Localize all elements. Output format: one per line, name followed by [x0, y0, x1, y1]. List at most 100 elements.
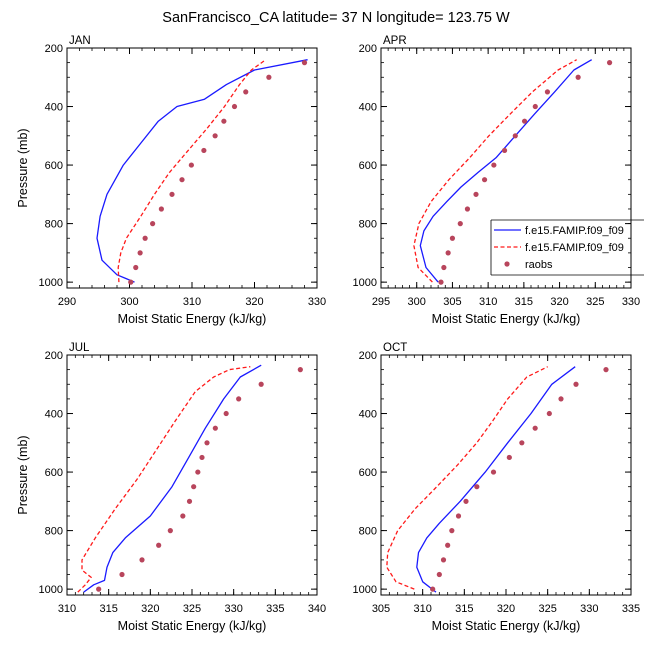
x-tick-label: 295 [372, 296, 390, 308]
y-axis-label: Pressure (mb) [16, 435, 30, 514]
panel-apr: 295 300 305 310 315 320 325 330 200 400 600 800 1000… [353, 35, 641, 326]
series-line-dashed [413, 59, 578, 283]
raobs-marker [158, 206, 164, 212]
x-tick-label: 320 [141, 603, 159, 615]
raobs-marker [188, 162, 194, 168]
raobs-marker [150, 221, 156, 227]
y-tick-label: 200 [359, 350, 377, 362]
raobs-marker [573, 381, 579, 387]
raobs-marker [532, 103, 538, 110]
raobs-marker [179, 177, 185, 183]
raobs-marker [474, 484, 480, 490]
raobs-marker [441, 264, 447, 271]
raobs-marker [455, 513, 462, 519]
y-tick-label: 800 [45, 219, 63, 231]
y-tick-label: 400 [359, 409, 377, 421]
legend-entry-label: f.e15.FAMIP.f09_f09 [525, 225, 624, 237]
panel-label: JAN [69, 35, 91, 47]
x-tick-label: 310 [183, 296, 201, 308]
raobs-marker [463, 498, 469, 504]
raobs-marker [603, 367, 609, 373]
raobs-marker [137, 250, 143, 256]
y-tick-label: 600 [45, 160, 63, 172]
x-tick-label: 305 [372, 603, 390, 615]
x-tick-label: 320 [497, 603, 515, 615]
raobs-marker [221, 118, 227, 124]
raobs-marker [231, 103, 238, 110]
y-tick-label: 1000 [39, 277, 63, 289]
x-tick-label: 290 [58, 296, 76, 308]
raobs-marker [212, 425, 218, 431]
raobs-marker [258, 381, 264, 387]
y-tick-label: 1000 [39, 584, 63, 596]
x-tick-label: 340 [308, 603, 326, 615]
raobs-marker [201, 147, 207, 154]
panel-label: OCT [383, 342, 407, 354]
raobs-marker [297, 367, 303, 373]
x-tick-label: 310 [58, 603, 76, 615]
raobs-marker [544, 89, 551, 95]
x-axis-label: Moist Static Energy (kJ/kg) [432, 312, 581, 326]
plot-frame [380, 354, 632, 596]
raobs-marker [606, 60, 613, 66]
figure-title: SanFrancisco_CA latitude= 37 N longitude… [162, 10, 510, 26]
legend: f.e15.FAMIP.f09_f09 f.e15.FAMIP.f09_f09ra… [490, 219, 644, 276]
y-tick-label: 600 [359, 467, 377, 479]
y-tick-label: 400 [359, 102, 377, 114]
raobs-marker [473, 191, 479, 197]
x-tick-label: 310 [413, 603, 431, 615]
raobs-marker [449, 235, 456, 241]
raobs-marker [142, 235, 148, 241]
series-line-dashed [386, 366, 548, 590]
x-axis-label: Moist Static Energy (kJ/kg) [432, 619, 581, 633]
x-tick-label: 310 [479, 296, 497, 308]
x-axis-label: Moist Static Energy (kJ/kg) [118, 312, 267, 326]
plot-frame [66, 354, 318, 596]
y-tick-label: 800 [359, 219, 377, 231]
legend-entry-label: raobs [525, 259, 553, 271]
raobs-marker [506, 454, 512, 461]
x-tick-label: 330 [308, 296, 326, 308]
y-tick-label: 1000 [353, 277, 377, 289]
raobs-marker [204, 440, 210, 446]
raobs-marker [440, 557, 447, 563]
legend-marker-raobs [504, 261, 510, 267]
series-line-dashed [77, 366, 251, 593]
x-tick-label: 300 [120, 296, 138, 308]
x-tick-label: 320 [550, 296, 568, 308]
x-tick-label: 315 [99, 603, 117, 615]
x-tick-label: 335 [622, 603, 640, 615]
y-tick-label: 800 [359, 526, 377, 538]
raobs-marker [532, 425, 538, 431]
raobs-marker [445, 542, 451, 548]
x-tick-label: 315 [515, 296, 533, 308]
raobs-marker [464, 206, 471, 212]
plot-frame [380, 47, 632, 289]
raobs-marker [519, 440, 525, 446]
x-tick-label: 325 [538, 603, 556, 615]
raobs-marker [128, 279, 134, 285]
y-axis-label: Pressure (mb) [16, 128, 30, 207]
panel-label: APR [383, 35, 407, 47]
x-tick-label: 305 [443, 296, 461, 308]
panels: 290 300 310 320 330 200 400 600 800 1000 JAN Moist … [16, 35, 640, 633]
raobs-marker [430, 586, 436, 592]
raobs-marker [546, 410, 552, 417]
raobs-marker [156, 542, 162, 548]
series-line-solid [419, 59, 593, 283]
raobs-marker [266, 74, 272, 80]
panel-oct: 305 310 315 320 325 330 335 200 400 600 800 1000 OCT… [353, 342, 641, 633]
raobs-marker [199, 454, 205, 461]
y-tick-label: 800 [45, 526, 63, 538]
y-tick-label: 200 [45, 43, 63, 55]
raobs-marker [491, 162, 497, 168]
raobs-marker [186, 498, 193, 504]
x-tick-label: 320 [245, 296, 263, 308]
x-tick-label: 330 [224, 603, 242, 615]
y-tick-label: 200 [359, 43, 377, 55]
raobs-marker [139, 557, 145, 563]
raobs-marker [575, 74, 581, 80]
raobs-marker [96, 586, 102, 592]
raobs-marker [436, 571, 442, 578]
raobs-marker [512, 133, 518, 139]
